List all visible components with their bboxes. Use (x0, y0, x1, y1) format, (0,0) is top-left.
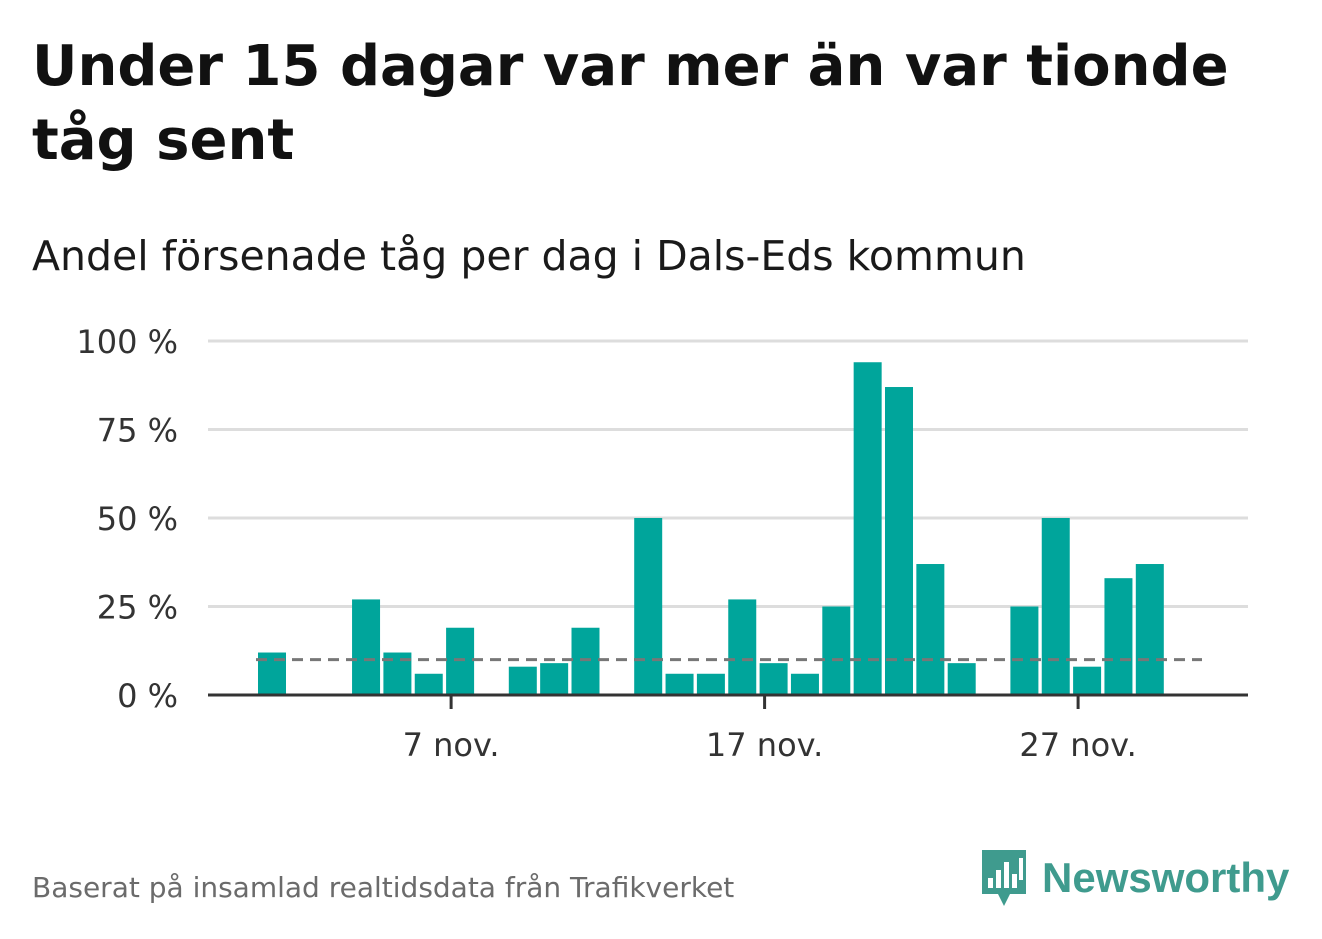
y-tick-label: 0 % (117, 677, 178, 715)
bar (696, 673, 725, 695)
x-axis (208, 693, 1248, 709)
bar (1104, 578, 1133, 695)
bar (728, 599, 757, 695)
gridlines (208, 339, 1248, 608)
bar (885, 387, 913, 695)
bar (634, 518, 663, 695)
y-tick-label: 100 % (76, 323, 178, 361)
bar (508, 666, 537, 695)
bar (446, 627, 475, 695)
bar (947, 663, 976, 695)
bar-chart-speech-bubble-icon (982, 850, 1026, 906)
brand-logo: Newsworthy (980, 848, 1289, 908)
chart-subtitle: Andel försenade tåg per dag i Dals-Eds k… (32, 232, 1026, 280)
chart-title: Under 15 dagar var mer än var tionde tåg… (32, 34, 1229, 173)
x-tick-label: 7 nov. (403, 726, 500, 764)
source-note: Baserat på insamlad realtidsdata från Tr… (32, 871, 735, 904)
bar (1073, 666, 1102, 695)
y-tick-label: 75 % (97, 412, 178, 450)
bar (853, 362, 882, 695)
bar (1135, 564, 1164, 695)
bar (1041, 518, 1070, 695)
bar (571, 627, 600, 695)
y-tick-label: 25 % (97, 589, 178, 627)
bar (759, 663, 788, 695)
bar (822, 606, 851, 695)
bar (916, 564, 945, 695)
bar (665, 673, 694, 695)
y-tick-label: 50 % (97, 500, 178, 538)
x-tick-label: 17 nov. (706, 726, 823, 764)
bar (790, 673, 819, 695)
bar (540, 663, 569, 695)
x-axis-tick-labels: 7 nov. 17 nov. 27 nov. (403, 726, 1137, 764)
x-tick-label: 27 nov. (1019, 726, 1136, 764)
bar (414, 673, 443, 695)
bars (258, 362, 1164, 695)
brand-name: Newsworthy (1042, 854, 1290, 901)
bar (352, 599, 381, 695)
bar (1010, 606, 1039, 695)
y-axis-tick-labels: 0 % 25 % 50 % 75 % 100 % (76, 323, 178, 715)
